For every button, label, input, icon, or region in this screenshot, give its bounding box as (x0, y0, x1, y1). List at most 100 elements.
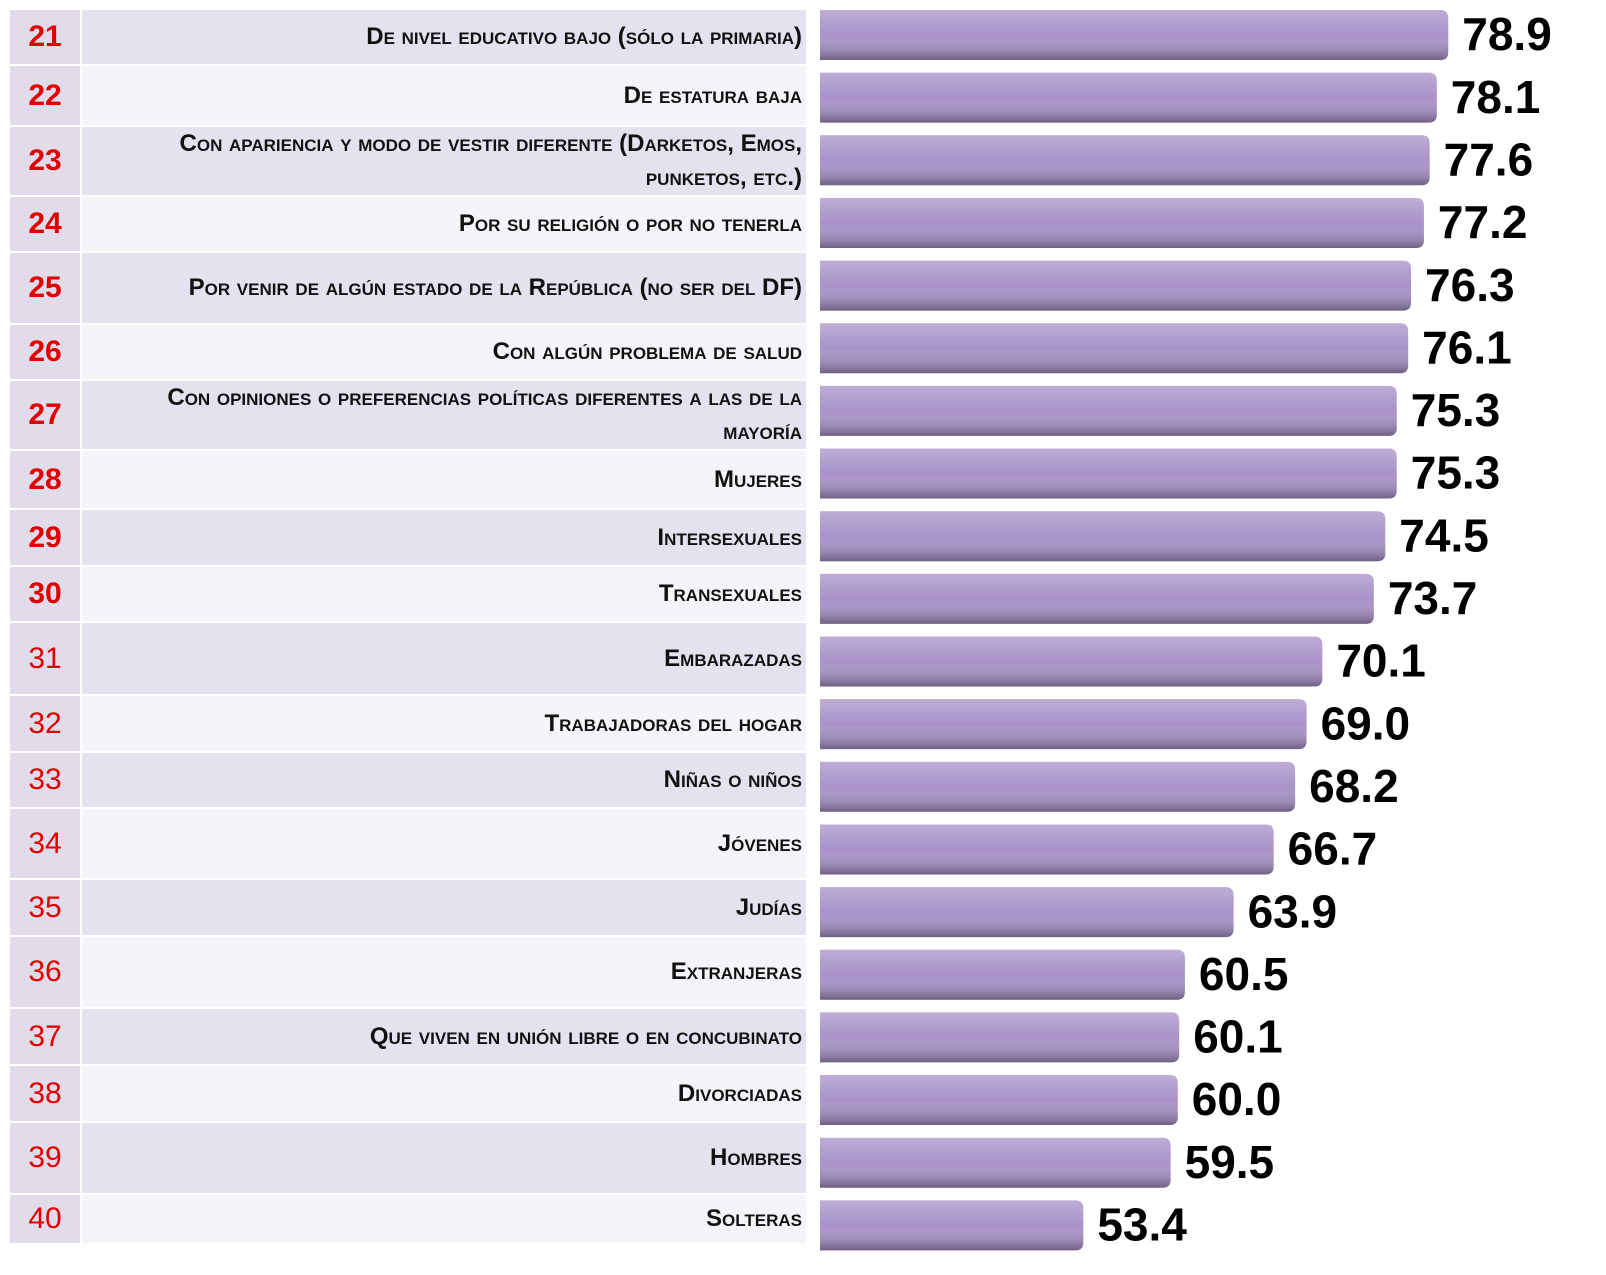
bar-shade (820, 1200, 1084, 1251)
bar-shade (820, 573, 1374, 624)
value-label: 68.2 (1309, 760, 1399, 812)
value-label: 66.7 (1288, 823, 1378, 875)
bar-shade (820, 699, 1307, 750)
category-label: De nivel educativo bajo (sólo la primari… (82, 10, 806, 64)
category-label: Mujeres (82, 451, 806, 508)
rank: 38 (10, 1066, 80, 1121)
table-row: 34 Jóvenes (10, 809, 806, 880)
rank: 22 (10, 66, 80, 125)
value-label: 77.6 (1444, 133, 1534, 185)
value-label: 69.0 (1321, 697, 1411, 749)
bar-shade (820, 385, 1397, 436)
rank: 40 (10, 1195, 80, 1243)
rank: 35 (10, 880, 80, 935)
category-label: Con algún problema de salud (82, 325, 806, 379)
bar-shade (820, 887, 1234, 938)
category-label: Intersexuales (82, 510, 806, 565)
category-label: Con opiniones o preferencias políticas d… (82, 381, 806, 449)
label-table: 21 De nivel educativo bajo (sólo la prima… (10, 10, 806, 1245)
value-label: 60.0 (1192, 1073, 1282, 1125)
table-row: 36 Extranjeras (10, 937, 806, 1009)
rank: 33 (10, 753, 80, 807)
bar-shade (820, 135, 1430, 186)
category-label: Jóvenes (82, 809, 806, 878)
rank: 25 (10, 253, 80, 323)
rank: 36 (10, 937, 80, 1007)
bar-shade (820, 260, 1412, 311)
value-label: 75.3 (1411, 447, 1501, 499)
rank: 37 (10, 1009, 80, 1064)
bar-shade (820, 636, 1323, 687)
category-label: Solteras (82, 1195, 806, 1243)
category-label: Por venir de algún estado de la Repúblic… (82, 253, 806, 323)
value-label: 76.1 (1422, 321, 1512, 373)
value-label: 70.1 (1336, 635, 1426, 687)
category-label: Trabajadoras del hogar (82, 696, 806, 751)
value-label: 73.7 (1388, 572, 1478, 624)
rank: 27 (10, 381, 80, 449)
category-label: Extranjeras (82, 937, 806, 1007)
table-row: 23 Con apariencia y modo de vestir difere… (10, 127, 806, 197)
table-row: 31 Embarazadas (10, 623, 806, 696)
value-label: 78.1 (1451, 71, 1541, 123)
category-label: Judías (82, 880, 806, 935)
table-row: 21 De nivel educativo bajo (sólo la prima… (10, 10, 806, 66)
value-label: 74.5 (1399, 509, 1489, 561)
bar-shade (820, 10, 1449, 60)
category-label: Por su religión o por no tenerla (82, 197, 806, 251)
value-label: 63.9 (1248, 885, 1338, 937)
rank: 21 (10, 10, 80, 64)
bar-shade (820, 949, 1185, 1000)
bar-shade (820, 1137, 1171, 1188)
value-label: 77.2 (1438, 196, 1528, 248)
category-label: Embarazadas (82, 623, 806, 694)
table-row: 39 Hombres (10, 1123, 806, 1195)
value-label: 60.5 (1199, 948, 1289, 1000)
rank: 23 (10, 127, 80, 195)
table-row: 32 Trabajadoras del hogar (10, 696, 806, 753)
category-label: Con apariencia y modo de vestir diferent… (82, 127, 806, 195)
table-row: 24 Por su religión o por no tenerla (10, 197, 806, 253)
bar-shade (820, 323, 1409, 374)
value-label: 60.1 (1193, 1011, 1283, 1063)
bar-shade (820, 72, 1437, 123)
table-row: 26 Con algún problema de salud (10, 325, 806, 381)
table-row: 29 Intersexuales (10, 510, 806, 567)
table-row: 30 Transexuales (10, 567, 806, 623)
category-label: Transexuales (82, 567, 806, 621)
table-row: 33 Niñas o niños (10, 753, 806, 809)
table-row: 28 Mujeres (10, 451, 806, 510)
value-label: 78.9 (1462, 8, 1552, 60)
bar-shade (820, 511, 1386, 562)
rank: 26 (10, 325, 80, 379)
value-label: 53.4 (1097, 1199, 1187, 1251)
bar-shade (820, 761, 1296, 812)
bar-shade (820, 1012, 1180, 1063)
value-label: 75.3 (1411, 384, 1501, 436)
table-row: 38 Divorciadas (10, 1066, 806, 1123)
bar-shade (820, 1075, 1178, 1126)
bar-shade (820, 824, 1274, 875)
table-row: 40 Solteras (10, 1195, 806, 1245)
table-row: 35 Judías (10, 880, 806, 937)
value-label: 76.3 (1425, 259, 1515, 311)
category-label: De estatura baja (82, 66, 806, 125)
table-row: 22 De estatura baja (10, 66, 806, 127)
bar-shade (820, 197, 1424, 248)
table-row: 37 Que viven en unión libre o en concubin… (10, 1009, 806, 1066)
value-label: 59.5 (1185, 1136, 1275, 1188)
rank: 29 (10, 510, 80, 565)
rank: 39 (10, 1123, 80, 1193)
category-label: Niñas o niños (82, 753, 806, 807)
table-row: 25 Por venir de algún estado de la Repúbl… (10, 253, 806, 325)
rank: 30 (10, 567, 80, 621)
rank: 32 (10, 696, 80, 751)
rank: 28 (10, 451, 80, 508)
bar-shade (820, 448, 1397, 499)
rank: 31 (10, 623, 80, 694)
table-row: 27 Con opiniones o preferencias políticas… (10, 381, 806, 451)
rank: 24 (10, 197, 80, 251)
category-label: Hombres (82, 1123, 806, 1193)
